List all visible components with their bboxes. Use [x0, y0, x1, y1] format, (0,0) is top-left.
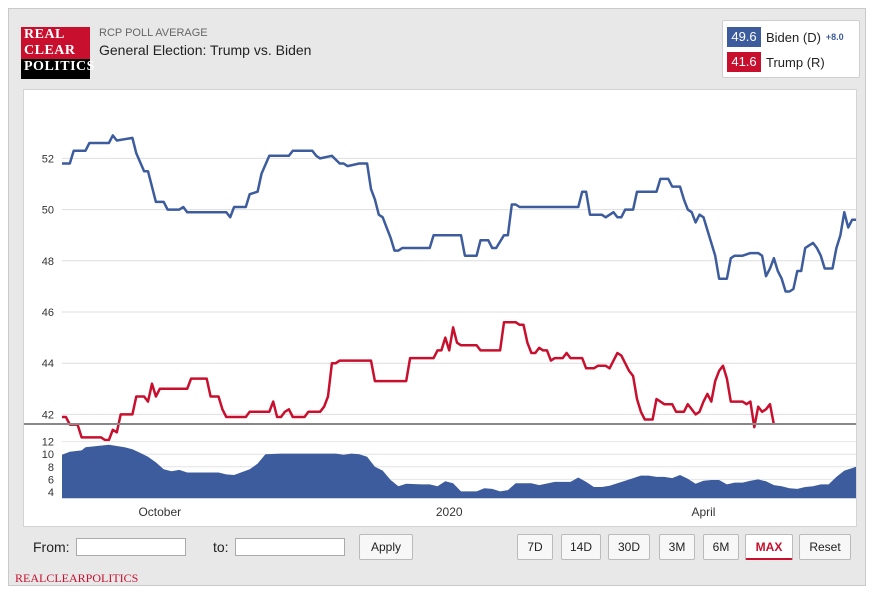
legend: 49.6 Biden (D) +8.0 41.6 Trump (R)	[722, 20, 860, 78]
to-label: to:	[213, 539, 229, 555]
rcp-logo: REAL CLEAR POLITICS	[21, 27, 95, 79]
y-tick-label-48: 48	[42, 256, 54, 268]
x-tick-label-0: October	[138, 505, 181, 519]
range-max-button[interactable]: MAX	[745, 534, 793, 560]
spread-area	[62, 444, 856, 499]
chart-subtitle: RCP POLL AVERAGE	[99, 27, 208, 39]
legend-value-biden: 49.6	[727, 27, 761, 47]
range-30d-button[interactable]: 30D	[608, 534, 650, 560]
range-controls: From: to: Apply 7D 14D 30D 3M 6M MAX Res…	[23, 529, 857, 565]
spread-tick-label-10: 10	[42, 449, 54, 461]
chart-title: General Election: Trump vs. Biden	[99, 42, 312, 58]
from-label: From:	[33, 539, 70, 555]
range-6m-button[interactable]: 6M	[703, 534, 739, 560]
x-tick-label-1: 2020	[436, 505, 463, 519]
series-line-biden	[62, 134, 856, 293]
y-tick-label-52: 52	[42, 153, 54, 165]
legend-item-biden: 49.6 Biden (D) +8.0	[727, 27, 844, 47]
y-tick-label-46: 46	[42, 307, 54, 319]
logo-line-clear: CLEAR	[21, 43, 90, 59]
reset-button[interactable]: Reset	[799, 534, 851, 560]
plot-area[interactable]: 42 44 46 48 50 52 4 6 8 10 12 October 2020 April	[23, 89, 857, 527]
spread-tick-label-6: 6	[48, 474, 54, 486]
apply-button[interactable]: Apply	[359, 534, 413, 560]
from-date-input[interactable]	[76, 538, 186, 556]
range-3m-button[interactable]: 3M	[659, 534, 695, 560]
range-7d-button[interactable]: 7D	[517, 534, 553, 560]
series-line-trump	[62, 320, 776, 442]
chart-widget: REAL CLEAR POLITICS RCP POLL AVERAGE Gen…	[8, 8, 866, 586]
to-date-input[interactable]	[235, 538, 345, 556]
footer-brand[interactable]: REALCLEARPOLITICS	[15, 571, 139, 585]
legend-value-trump: 41.6	[727, 52, 761, 72]
legend-name-trump: Trump (R)	[766, 54, 825, 70]
legend-name-biden: Biden (D)	[766, 29, 821, 45]
legend-change-biden: +8.0	[825, 32, 844, 42]
y-tick-label-44: 44	[42, 358, 54, 370]
logo-line-real: REAL	[21, 27, 90, 43]
y-tick-label-50: 50	[42, 205, 54, 217]
spread-tick-label-8: 8	[48, 462, 54, 474]
x-tick-label-2: April	[691, 505, 715, 519]
spread-tick-label-12: 12	[42, 437, 54, 449]
logo-line-politics: POLITICS	[24, 59, 95, 74]
spread-tick-label-4: 4	[48, 487, 54, 499]
range-14d-button[interactable]: 14D	[561, 534, 601, 560]
legend-item-trump: 41.6 Trump (R)	[727, 52, 825, 72]
y-tick-label-42: 42	[42, 409, 54, 421]
